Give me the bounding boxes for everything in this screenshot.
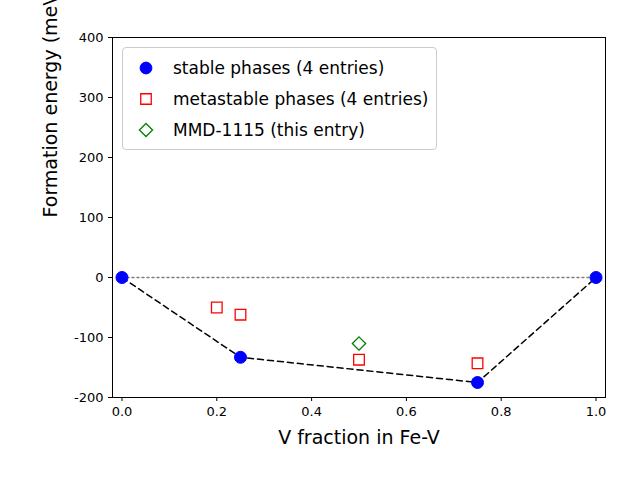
html-text:MMD-1115 (this entry): MMD-1115 (this entry) <box>173 119 365 140</box>
svg-text:1.0: 1.0 <box>586 404 607 419</box>
svg-text:0.2: 0.2 <box>206 404 227 419</box>
svg-text:-200: -200 <box>74 390 104 405</box>
html-text:stable phases (4 entries): stable phases (4 entries) <box>173 57 385 78</box>
svg-text:0: 0 <box>95 270 103 285</box>
svg-text:Formation energy (meV/atom): Formation energy (meV/atom) <box>39 0 61 218</box>
svg-text:0.0: 0.0 <box>112 404 133 419</box>
html-text:metastable phases (4 entries): metastable phases (4 entries) <box>173 88 429 109</box>
svg-text:0.6: 0.6 <box>396 404 417 419</box>
svg-text:V fraction in Fe-V: V fraction in Fe-V <box>278 426 440 448</box>
svg-text:0.8: 0.8 <box>491 404 512 419</box>
svg-text:400: 400 <box>79 30 104 45</box>
svg-text:300: 300 <box>79 90 104 105</box>
svg-text:-100: -100 <box>74 330 104 345</box>
svg-text:200: 200 <box>79 150 104 165</box>
svg-text:100: 100 <box>79 210 104 225</box>
svg-text:0.4: 0.4 <box>301 404 322 419</box>
